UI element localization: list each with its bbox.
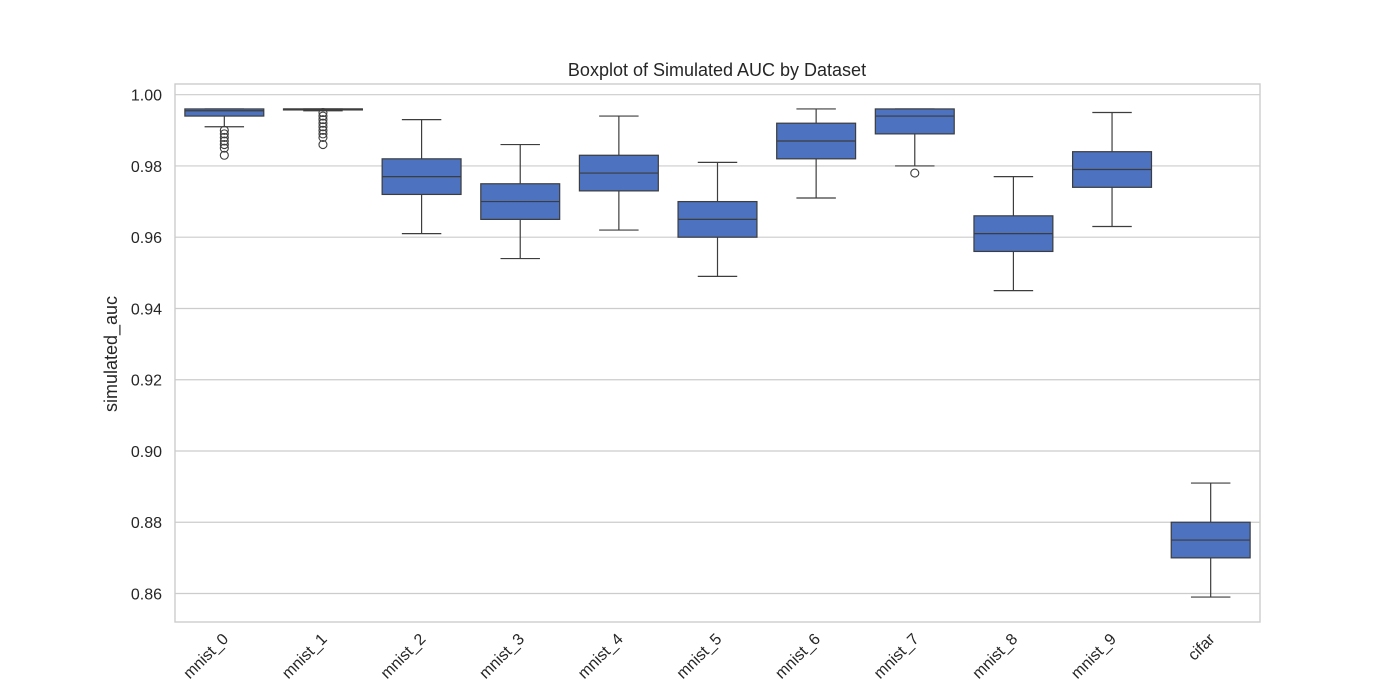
- box-mnist_8: [973, 176, 1054, 292]
- outlier-point: [219, 143, 229, 153]
- outlier-point: [219, 150, 229, 160]
- box-mnist_5: [677, 161, 758, 277]
- box-mnist_9: [1071, 111, 1153, 228]
- x-tick-label: mnist_7: [871, 631, 923, 683]
- outlier-point: [219, 129, 229, 139]
- x-tick-label: mnist_9: [1068, 631, 1120, 683]
- box-mnist_2: [381, 119, 462, 235]
- y-tick-label: 0.94: [131, 301, 162, 318]
- y-tick-label: 0.86: [131, 586, 162, 603]
- box-mnist_4: [578, 115, 659, 231]
- x-tick-label: cifar: [1185, 630, 1219, 664]
- box-cifar: [1170, 482, 1251, 598]
- y-tick-label: 0.90: [131, 444, 162, 461]
- outlier-point: [318, 115, 328, 125]
- x-tick-label: mnist_2: [378, 631, 430, 683]
- outlier-point: [318, 140, 328, 150]
- y-axis-ticks: 0.86 0.88 0.90 0.92 0.94 0.96 0.98 1.00: [131, 88, 162, 604]
- outlier-point: [318, 122, 328, 132]
- chart-title: Boxplot of Simulated AUC by Dataset: [568, 60, 866, 80]
- box-mnist_6: [776, 108, 857, 199]
- y-tick-label: 1.00: [131, 88, 162, 105]
- outlier-point: [219, 125, 229, 135]
- outlier-point: [318, 111, 328, 121]
- x-tick-label: mnist_3: [476, 631, 528, 683]
- x-tick-label: mnist_6: [772, 631, 824, 683]
- outlier-point: [318, 129, 328, 139]
- box-mnist_7: [874, 108, 955, 178]
- box-iqr: [184, 108, 265, 117]
- outlier-point: [219, 132, 229, 142]
- outlier-point: [318, 132, 328, 142]
- outlier-point: [219, 136, 229, 146]
- x-tick-label: mnist_1: [279, 631, 331, 683]
- y-axis-label: simulated_auc: [101, 296, 122, 412]
- plot-frame: [174, 83, 1261, 623]
- outlier-point: [219, 140, 229, 150]
- boxes: [184, 107, 1251, 598]
- x-tick-label: mnist_0: [181, 631, 233, 683]
- x-tick-label: mnist_8: [970, 631, 1022, 683]
- outlier-point: [318, 118, 328, 128]
- box-mnist_1: [282, 107, 364, 150]
- y-tick-label: 0.96: [131, 230, 162, 247]
- box-iqr: [874, 108, 955, 135]
- x-tick-label: mnist_4: [575, 631, 627, 683]
- y-tick-label: 0.92: [131, 373, 162, 390]
- x-axis-ticks: mnist_0 mnist_1 mnist_2 mnist_3 mnist_4 mnist…: [181, 630, 1219, 682]
- x-tick-label: mnist_5: [674, 631, 726, 683]
- box-mnist_0: [184, 108, 265, 160]
- y-tick-label: 0.98: [131, 159, 162, 176]
- outlier-point: [318, 125, 328, 135]
- outlier-point: [318, 107, 328, 118]
- box-mnist_3: [480, 143, 561, 260]
- outlier-point: [910, 168, 920, 178]
- y-tick-label: 0.88: [131, 515, 162, 532]
